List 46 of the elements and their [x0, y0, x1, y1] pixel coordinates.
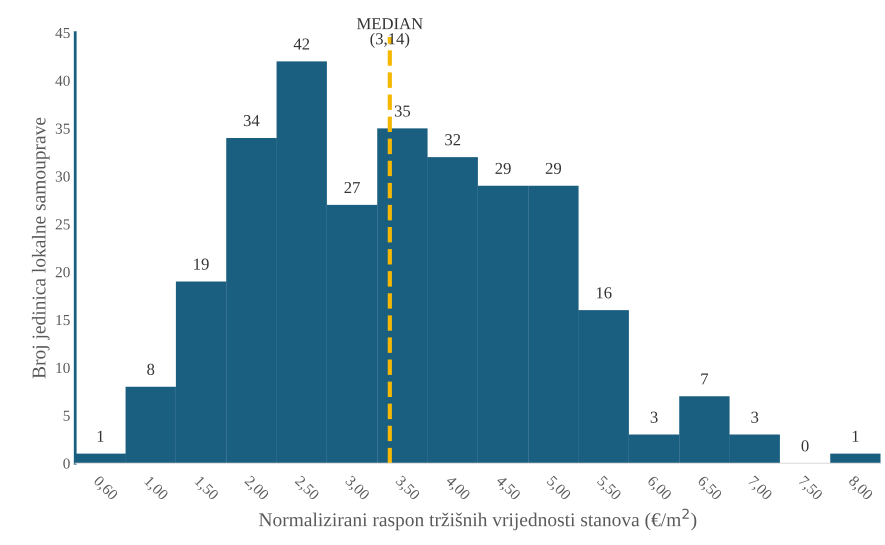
data-label: 29	[546, 162, 562, 174]
x-tick-label: 0,60	[92, 475, 119, 502]
y-tick-label: 45	[55, 28, 70, 38]
data-label: 27	[344, 182, 360, 194]
data-label: 29	[495, 162, 511, 174]
ref-line-label: MEDIAN (3,14)	[356, 18, 423, 48]
data-label: 1	[98, 430, 104, 442]
x-tick-label: 7,50	[796, 475, 824, 502]
x-tick-label: 4,50	[494, 474, 522, 502]
data-label: 7	[701, 373, 708, 384]
x-tick-label: 5,50	[595, 475, 622, 502]
data-label: 35	[394, 105, 410, 117]
data-label: 3	[650, 412, 658, 423]
x-tick-label: 8,00	[846, 475, 874, 502]
x-tick-label: 7,00	[746, 475, 773, 502]
y-tick-label: 25	[56, 219, 70, 230]
data-label: 42	[294, 38, 310, 50]
data-label: 32	[445, 134, 460, 146]
bar	[830, 454, 881, 464]
data-label: 16	[596, 287, 612, 298]
x-tick-label: 2,50	[293, 475, 320, 502]
x-tick-label: 6,00	[645, 475, 672, 502]
y-tick-label: 15	[56, 314, 70, 326]
x-tick-label: 2,00	[242, 475, 270, 502]
y-tick-label: 10	[56, 362, 70, 374]
x-tick-label: 1,50	[192, 476, 220, 502]
data-label: 34	[244, 115, 260, 126]
data-label: 8	[147, 364, 154, 375]
data-label: 3	[751, 412, 758, 423]
x-tick-label: 1,00	[142, 476, 169, 502]
x-tick-label: 4,00	[444, 474, 471, 502]
y-tick-label: 40	[55, 76, 70, 86]
x-tick-label: 3,00	[343, 475, 370, 502]
data-label: 1	[852, 430, 859, 442]
data-label: 19	[194, 258, 209, 270]
y-axis-title: Broj jedinica lokalne samouprave	[32, 118, 50, 378]
x-tick-label: 5,00	[544, 475, 572, 502]
y-tick-label: 20	[56, 267, 70, 278]
x-axis-title: Normalizirani raspon tržišnih vrijednosti stanova (€/m$^{2}$)	[259, 508, 696, 530]
x-tick-label: 3,50	[394, 475, 421, 502]
y-tick-label: 35	[56, 124, 70, 134]
x-tick-label: 6,50	[696, 475, 723, 502]
y-tick-label: 0	[63, 458, 70, 469]
y-tick-label: 30	[56, 171, 70, 182]
y-tick-label: 5	[64, 410, 70, 421]
data-label: 0	[802, 440, 809, 452]
